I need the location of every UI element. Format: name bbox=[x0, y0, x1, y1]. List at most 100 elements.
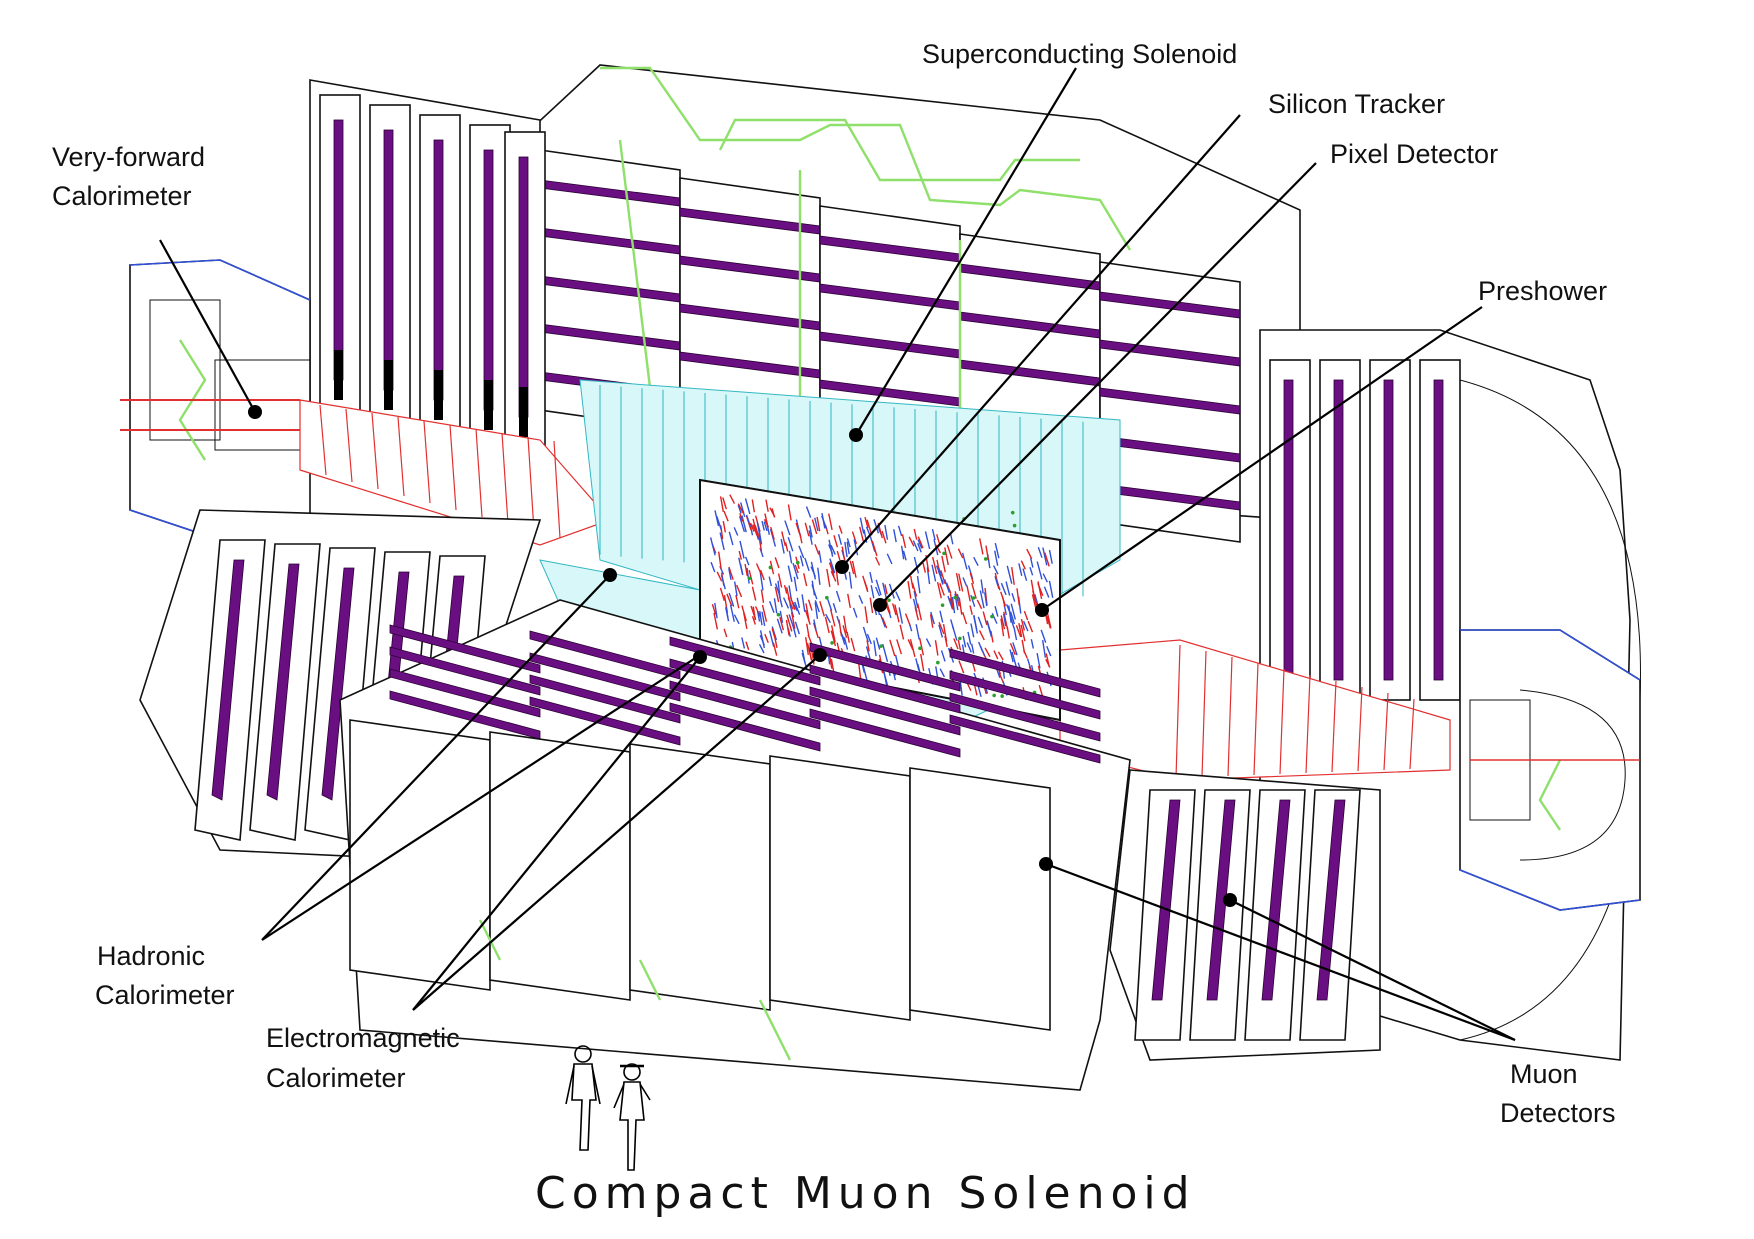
tracker-hit bbox=[745, 514, 752, 527]
tracker-hit bbox=[844, 541, 848, 558]
tracker-hit bbox=[973, 615, 979, 634]
tracker-hit bbox=[804, 637, 810, 656]
tracker-module bbox=[1000, 694, 1004, 698]
tracker-hit bbox=[917, 539, 923, 549]
tracker-hit bbox=[962, 577, 968, 587]
tracker-hit bbox=[869, 597, 874, 614]
tracker-hit bbox=[1048, 580, 1054, 598]
tracker-hit bbox=[993, 650, 999, 660]
tracker-hit bbox=[961, 552, 968, 570]
tracker-hit bbox=[728, 592, 735, 607]
tracker-hit bbox=[758, 529, 763, 545]
tracker-hit bbox=[752, 524, 758, 536]
tracker-hit bbox=[946, 544, 953, 559]
tracker-hit bbox=[808, 530, 813, 545]
tracker-hit bbox=[744, 556, 750, 566]
tracker-module bbox=[887, 598, 891, 603]
tracker-hit bbox=[946, 582, 952, 594]
tracker-hit bbox=[1020, 560, 1026, 570]
tracker-hit bbox=[722, 497, 728, 510]
tracker-hit bbox=[853, 539, 859, 556]
tracker-hit bbox=[882, 668, 889, 686]
tracker-hit bbox=[1005, 581, 1011, 596]
muon-chamber bbox=[1099, 387, 1241, 415]
tracker-hit bbox=[997, 651, 1004, 661]
tracker-hit bbox=[726, 593, 733, 607]
tracker-hit bbox=[786, 614, 793, 632]
tracker-hit bbox=[917, 536, 924, 549]
tracker-hit bbox=[746, 567, 750, 584]
tracker-hit bbox=[737, 504, 742, 514]
tracker-hit bbox=[739, 563, 744, 576]
tracker-hit bbox=[950, 619, 955, 630]
tracker-hit bbox=[794, 621, 800, 635]
tracker-hit bbox=[765, 499, 769, 512]
muon-chamber bbox=[529, 630, 681, 680]
tracker-hit bbox=[837, 534, 843, 545]
endcap-chamber bbox=[1333, 379, 1344, 681]
tracker-hit bbox=[969, 605, 973, 615]
tracker-hit bbox=[1027, 620, 1034, 633]
endcap-chamber bbox=[1206, 799, 1236, 1001]
tracker-hit bbox=[810, 561, 817, 580]
muon-chamber bbox=[949, 692, 1101, 742]
tracker-hit bbox=[709, 537, 716, 556]
tracker-hit bbox=[1022, 568, 1028, 581]
tracker-hit bbox=[904, 613, 911, 627]
tracker-hit bbox=[830, 625, 836, 643]
tracker-hit bbox=[971, 582, 977, 599]
tracker-hit bbox=[902, 550, 907, 561]
tracker-hit bbox=[751, 499, 756, 513]
tracker-hit bbox=[758, 643, 765, 654]
hcal-segment bbox=[527, 436, 535, 532]
tracker-hit bbox=[720, 574, 726, 590]
hcal-segment bbox=[345, 408, 353, 483]
tracker-hit bbox=[816, 516, 821, 532]
label-silicon-tracker: Silicon Tracker bbox=[1268, 89, 1445, 119]
tracker-hit bbox=[1031, 594, 1037, 610]
tracker-hit bbox=[817, 567, 821, 585]
tracker-module bbox=[940, 603, 945, 607]
tracker-hit bbox=[970, 594, 976, 607]
tracker-hit bbox=[962, 611, 968, 625]
tracker-hit bbox=[848, 571, 853, 589]
label-hadronic-line1: Hadronic bbox=[97, 941, 205, 971]
tracker-module bbox=[795, 560, 800, 565]
tracker-hit bbox=[1046, 646, 1052, 657]
tracker-hit bbox=[1018, 563, 1023, 576]
tracker-hit bbox=[799, 533, 803, 544]
tracker-hit bbox=[784, 542, 789, 552]
tracker-hit bbox=[947, 595, 954, 610]
muon-chamber bbox=[809, 664, 961, 714]
left-endcap-disks bbox=[319, 94, 546, 463]
tracker-hit bbox=[909, 638, 916, 658]
tracker-hit bbox=[939, 668, 946, 678]
label-electromagnetic-line2: Calorimeter bbox=[266, 1063, 406, 1093]
muon-chamber bbox=[529, 696, 681, 746]
tracker-hit bbox=[994, 576, 999, 587]
endcap-chamber bbox=[1261, 799, 1291, 1001]
tracker-hit bbox=[1022, 620, 1029, 632]
tracker-hit bbox=[790, 612, 796, 629]
tracker-hit bbox=[825, 613, 831, 623]
tracker-hit bbox=[1029, 566, 1034, 576]
tracker-hit bbox=[789, 604, 795, 618]
tracker-hit bbox=[1001, 596, 1006, 608]
tracker-hit bbox=[735, 594, 740, 609]
tracker-hit bbox=[738, 516, 746, 533]
tracker-hit bbox=[985, 545, 990, 561]
tracker-hit bbox=[776, 618, 783, 634]
tracker-hit bbox=[1042, 547, 1048, 566]
label-hadronic-line2: Calorimeter bbox=[95, 980, 235, 1010]
hcal-segment bbox=[1409, 698, 1415, 770]
tracker-hit bbox=[882, 643, 889, 662]
tracker-hit bbox=[913, 590, 919, 608]
tracker-hit bbox=[958, 573, 964, 592]
tracker-hit bbox=[916, 575, 921, 594]
hcal-segment bbox=[1331, 680, 1337, 773]
tracker-hit bbox=[787, 537, 794, 552]
hcal-segment bbox=[1201, 650, 1207, 778]
hcal-segment bbox=[371, 412, 379, 490]
tracker-hit bbox=[814, 600, 820, 613]
tracker-hit bbox=[1006, 626, 1010, 639]
